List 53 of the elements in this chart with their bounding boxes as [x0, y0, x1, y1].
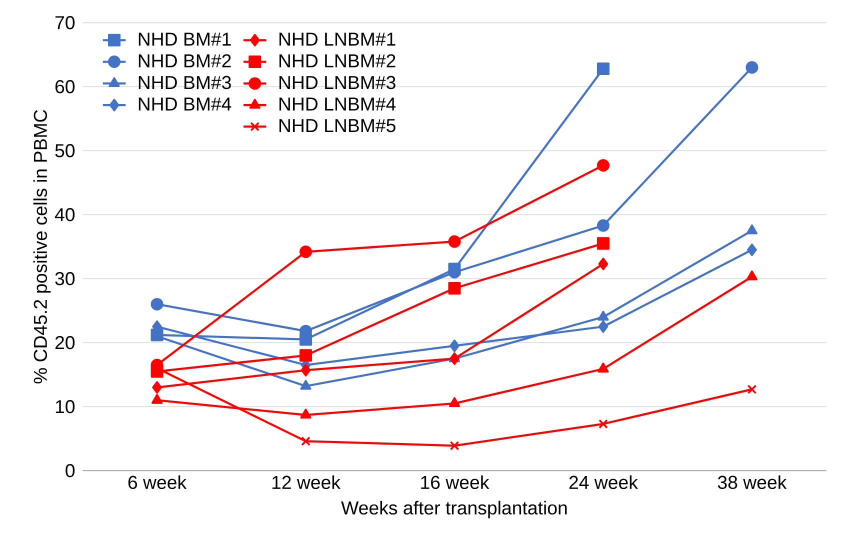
point: [448, 235, 461, 248]
legend-label: NHD LNBM#1: [280, 32, 396, 46]
legend-label: NHD BM#3: [138, 76, 231, 90]
point: [448, 397, 460, 408]
point: [450, 440, 460, 450]
point: [151, 394, 163, 404]
point: [598, 362, 609, 372]
point: [598, 419, 608, 429]
legend-label: NHD LNBM#2: [280, 54, 396, 68]
point: [746, 61, 758, 74]
y-tick-label: 70: [55, 16, 75, 30]
x-tick-label: 38 week: [718, 475, 787, 490]
point: [448, 282, 461, 295]
point: [747, 384, 757, 394]
point: [596, 237, 610, 250]
point: [596, 159, 610, 172]
legend-label: NHD BM#2: [138, 54, 231, 68]
point: [152, 381, 162, 394]
point: [450, 352, 460, 365]
y-tick-label: 20: [55, 336, 75, 350]
x-tick-label: 6 week: [128, 475, 187, 490]
legend-label: NHD LNBM#4: [280, 98, 396, 111]
point: [746, 270, 758, 280]
point: [299, 349, 312, 362]
point: [150, 298, 164, 311]
point: [598, 258, 608, 270]
y-tick-label: 30: [55, 272, 75, 286]
y-tick-label: 40: [54, 208, 75, 222]
point: [747, 244, 757, 256]
point: [300, 408, 312, 419]
point: [300, 380, 312, 390]
point: [301, 436, 310, 446]
point: [598, 310, 609, 321]
legend-label: NHD LNBM#3: [280, 76, 396, 90]
legend-label: NHD BM#4: [138, 98, 232, 111]
x-tick-label: 24 week: [569, 475, 638, 490]
point: [596, 62, 610, 76]
y-tick-label: 0: [66, 464, 75, 478]
legend-label: NHD BM#1: [138, 32, 231, 46]
x-tick-label: 12 week: [272, 475, 341, 490]
point: [598, 320, 608, 333]
point: [596, 219, 610, 232]
x-tick-label: 16 week: [421, 475, 490, 490]
legend-label: NHD LNBM#5: [280, 119, 396, 132]
y-axis-title: % CD45.2 positive cells in PBMC: [33, 110, 51, 384]
y-tick-label: 60: [55, 80, 75, 94]
point: [299, 246, 312, 258]
point: [746, 224, 758, 234]
y-tick-label: 50: [55, 144, 75, 158]
y-tick-label: 10: [56, 400, 75, 414]
point: [450, 340, 460, 352]
x-axis-title: Weeks after transplantation: [341, 500, 567, 518]
point: [300, 364, 311, 376]
